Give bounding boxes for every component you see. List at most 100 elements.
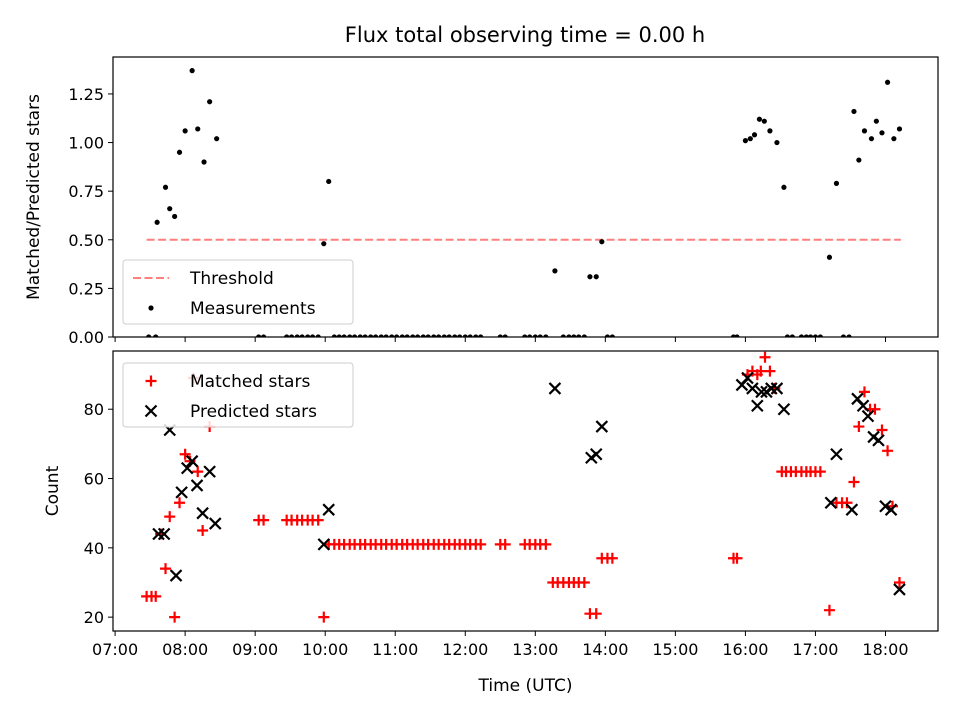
measurement-point — [861, 128, 868, 134]
predicted-star-point — [824, 496, 838, 510]
measurement-point — [896, 126, 903, 132]
measurement-point — [756, 116, 763, 122]
matched-star-point — [192, 466, 204, 478]
x-tick-label: 12:00 — [442, 640, 488, 659]
chart-title: Flux total observing time = 0.00 h — [345, 23, 705, 47]
measurement-point — [566, 334, 572, 337]
x-tick-label: 09:00 — [232, 640, 278, 659]
x-axis-label: Time (UTC) — [478, 676, 573, 696]
matched-star-point — [318, 611, 330, 623]
predicted-star-point — [180, 461, 194, 475]
measurement-point — [767, 128, 773, 134]
measurement-point — [467, 334, 473, 337]
measurement-point — [299, 334, 305, 337]
matched-star-point — [578, 576, 590, 588]
predicted-star-point — [548, 382, 562, 395]
measurement-point — [284, 334, 290, 337]
bottom-panel: 20 40 60 80 07:00 08:00 09:00 10:00 11:00 12:00 13… — [43, 350, 939, 696]
x-tick-label: 10:00 — [302, 640, 348, 659]
measurement-point — [341, 334, 347, 337]
measurement-point — [321, 241, 327, 247]
predicted-star-point — [765, 382, 778, 395]
x-tick-label: 16:00 — [722, 640, 768, 659]
matched-star-point — [869, 403, 881, 415]
predicted-star-point — [751, 399, 764, 413]
matched-star-point — [893, 576, 905, 588]
measurement-point — [462, 334, 468, 337]
legend-top: Threshold Measurements — [122, 259, 354, 325]
y-tick-label: 0.00 — [68, 328, 104, 347]
legend-label: Matched stars — [190, 372, 310, 392]
legend-predicted-swatch — [144, 404, 158, 418]
measurement-point — [497, 334, 503, 337]
measurement-point — [441, 334, 447, 337]
measurement-point — [587, 274, 593, 280]
plot-frame — [112, 350, 939, 632]
measurement-point — [410, 334, 416, 337]
predicted-star-point — [185, 454, 199, 468]
measurement-point — [473, 334, 479, 337]
measurement-point — [833, 180, 840, 186]
measurement-point — [362, 334, 368, 337]
y-tick-label: 40 — [84, 539, 104, 558]
measurement-point — [357, 334, 363, 337]
predicted-star-point — [893, 583, 906, 596]
predicted-star-point — [856, 399, 870, 413]
measurement-point — [153, 334, 159, 337]
measurement-point — [436, 334, 442, 337]
legend-label: Predicted stars — [190, 402, 317, 422]
matched-star-point — [841, 497, 853, 509]
measurement-point — [326, 178, 332, 185]
measurement-point — [742, 138, 749, 144]
matched-star-point — [882, 445, 894, 457]
measurement-point — [378, 334, 384, 337]
measurement-point — [856, 157, 862, 163]
measurement-point — [817, 334, 823, 337]
matched-star-point — [814, 466, 826, 478]
measurement-point — [415, 334, 421, 337]
x-tick-label: 13:00 — [512, 640, 558, 659]
x-tick-label: 15:00 — [652, 640, 698, 659]
matched-star-point — [160, 563, 172, 575]
y-axis-label: Matched/Predicted stars — [24, 94, 44, 300]
x-tick-label: 07:00 — [92, 640, 138, 659]
measurement-point — [532, 334, 538, 337]
measurement-point — [879, 130, 885, 136]
predicted-star-point — [770, 382, 784, 395]
measurement-point — [761, 118, 767, 124]
measurement-point — [527, 334, 533, 337]
measurement-point — [543, 334, 549, 337]
matched-star-point — [150, 590, 162, 602]
measurement-point — [431, 334, 437, 337]
measurement-point — [347, 334, 353, 337]
predicted-star-point — [322, 503, 335, 516]
plot-frame — [112, 56, 939, 338]
measurement-point — [182, 128, 188, 134]
measurement-point — [315, 334, 321, 337]
legend-box — [122, 259, 354, 325]
measurement-point — [260, 334, 267, 337]
measurement-point — [840, 334, 847, 337]
predicted-star-point — [595, 420, 609, 433]
measurement-point — [751, 132, 758, 138]
plot-area — [141, 351, 906, 623]
measurement-point — [576, 334, 582, 337]
top-panel: 0.00 0.25 0.50 0.75 1.00 1.25 Matched/Predicte… — [24, 56, 939, 347]
y-tick-label: 0.50 — [68, 231, 104, 250]
predicted-star-point — [884, 503, 898, 516]
measurement-point — [394, 334, 400, 337]
measurement-point — [389, 334, 395, 337]
legend-bottom: Matched stars Predicted stars — [122, 362, 354, 428]
predicted-star-point — [203, 465, 216, 478]
measurement-point — [189, 68, 195, 74]
measurement-point — [368, 334, 374, 337]
matched-star-point — [876, 424, 888, 436]
measurement-point — [425, 334, 431, 337]
predicted-star-point — [152, 527, 165, 541]
measurement-point — [420, 334, 426, 337]
matched-star-point — [197, 525, 209, 537]
measurement-point — [309, 334, 316, 337]
measurement-point — [593, 274, 599, 280]
measurement-point — [404, 334, 410, 337]
matched-star-point — [179, 448, 191, 460]
